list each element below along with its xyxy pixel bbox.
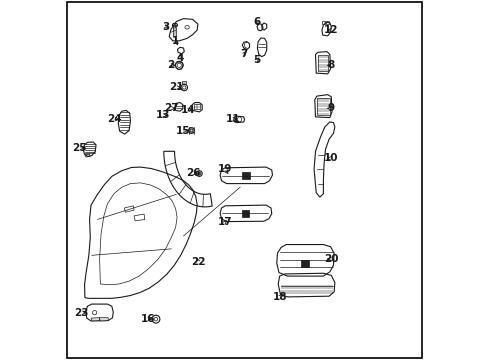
Bar [241, 210, 248, 217]
Text: 8: 8 [327, 60, 334, 70]
Text: 14: 14 [180, 105, 195, 115]
Bar [301, 260, 308, 267]
Text: 20: 20 [324, 254, 338, 264]
Bar [194, 104, 200, 109]
Text: 10: 10 [324, 153, 338, 163]
Text: 7: 7 [240, 49, 247, 59]
Text: 15: 15 [176, 126, 190, 135]
Text: 13: 13 [155, 111, 170, 121]
Text: 18: 18 [273, 292, 287, 302]
Text: 11: 11 [225, 114, 240, 124]
Text: 1: 1 [172, 36, 179, 46]
Text: 17: 17 [217, 217, 232, 227]
Text: 27: 27 [163, 103, 178, 113]
Text: 6: 6 [253, 17, 260, 27]
Text: 25: 25 [72, 143, 86, 153]
Text: 5: 5 [253, 55, 260, 65]
Polygon shape [91, 318, 100, 321]
Text: 19: 19 [217, 164, 231, 174]
Text: 21: 21 [169, 82, 183, 93]
Text: 26: 26 [186, 168, 201, 178]
Text: 16: 16 [140, 314, 155, 324]
Text: 12: 12 [324, 25, 338, 35]
Text: 2: 2 [166, 60, 174, 70]
Text: 23: 23 [74, 308, 88, 318]
Text: 3: 3 [162, 22, 169, 32]
Polygon shape [99, 318, 108, 321]
Text: 22: 22 [191, 257, 205, 267]
Bar [242, 172, 249, 179]
Text: 4: 4 [176, 53, 183, 63]
Text: 24: 24 [107, 114, 122, 124]
Text: 9: 9 [327, 103, 334, 113]
